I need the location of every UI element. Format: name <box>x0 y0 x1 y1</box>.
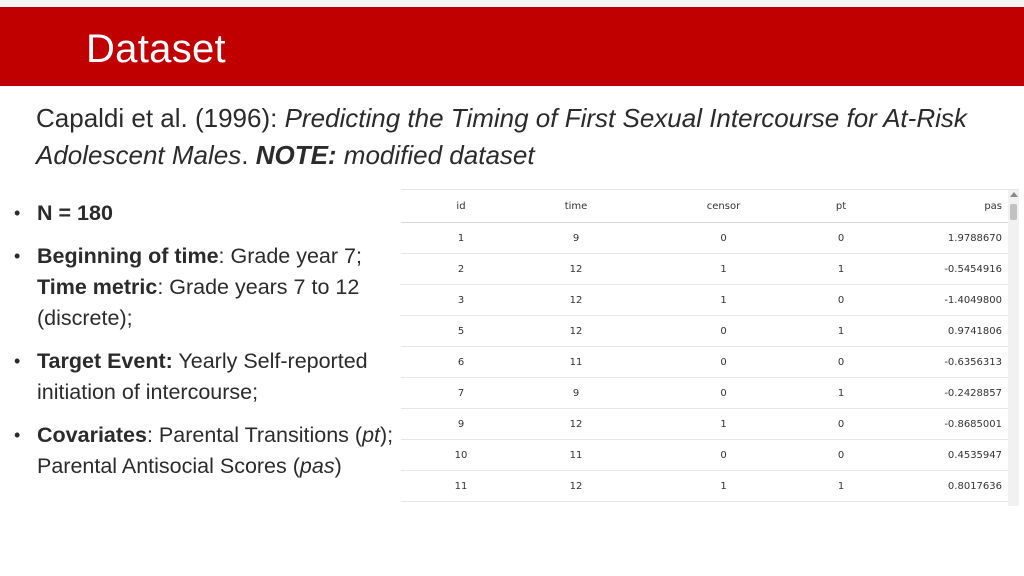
citation-text: Capaldi et al. (1996): Predicting the Ti… <box>36 100 996 174</box>
cell-censor: 0 <box>631 377 816 409</box>
cell-censor: 0 <box>631 222 816 254</box>
cell-id: 2 <box>401 253 521 285</box>
covariates-text-1: : Parental Transitions ( <box>146 423 363 447</box>
bullet-covariates: • Covariates: Parental Transitions (pt);… <box>14 420 404 482</box>
cell-id: 5 <box>401 315 521 347</box>
cell-pas: -1.4049800 <box>866 284 1008 316</box>
cell-time: 12 <box>521 284 631 316</box>
cell-pt: 1 <box>816 315 866 347</box>
covariates-text-2: ); Parental Antisocial Scores ( <box>37 423 394 478</box>
header-pas[interactable]: pas <box>866 190 1008 223</box>
cell-censor: 1 <box>631 253 816 285</box>
cell-id: 1 <box>401 222 521 254</box>
bullet-list: • N = 180 • Beginning of time: Grade yea… <box>14 198 404 494</box>
cell-pas: -0.6356313 <box>866 346 1008 378</box>
sample-size: N = 180 <box>37 201 113 225</box>
cell-time: 9 <box>521 222 631 254</box>
time-metric-label: Time metric <box>37 275 158 299</box>
time-begin-label: Beginning of time <box>37 244 219 268</box>
cell-id: 6 <box>401 346 521 378</box>
cell-censor: 0 <box>631 439 816 471</box>
covariate-pt: pt <box>362 423 380 447</box>
table-row: 6 11 0 0 -0.6356313 <box>401 346 1008 378</box>
citation-authors: Capaldi et al. (1996): <box>36 103 285 133</box>
cell-pt: 0 <box>816 222 866 254</box>
cell-censor: 1 <box>631 284 816 316</box>
cell-pas: 0.8017636 <box>866 470 1008 502</box>
bullet-dot-icon: • <box>14 246 21 266</box>
target-event-text: Yearly Self-reported initiation of inter… <box>37 349 368 404</box>
header-time[interactable]: time <box>521 190 631 223</box>
slide-title: Dataset <box>86 27 226 71</box>
scroll-up-arrow-icon[interactable] <box>1010 192 1018 197</box>
target-event-label: Target Event: <box>37 349 173 373</box>
citation-title: Predicting the Timing of First Sexual In… <box>36 103 967 170</box>
cell-censor: 1 <box>631 408 816 440</box>
cell-time: 12 <box>521 253 631 285</box>
cell-time: 9 <box>521 377 631 409</box>
data-table-panel[interactable]: id time censor pt pas 1 9 0 0 1.9788670 … <box>401 189 1019 506</box>
header-pt[interactable]: pt <box>816 190 866 223</box>
cell-pas: -0.2428857 <box>866 377 1008 409</box>
cell-censor: 1 <box>631 470 816 502</box>
cell-time: 11 <box>521 439 631 471</box>
scroll-thumb[interactable] <box>1010 204 1017 220</box>
cell-pas: -0.8685001 <box>866 408 1008 440</box>
cell-pt: 0 <box>816 439 866 471</box>
cell-time: 11 <box>521 346 631 378</box>
cell-time: 12 <box>521 408 631 440</box>
cell-pt: 1 <box>816 470 866 502</box>
covariates-text-3: ) <box>334 454 342 478</box>
bullet-dot-icon: • <box>14 425 21 445</box>
cell-pas: -0.5454916 <box>866 253 1008 285</box>
time-begin-text: : Grade year 7; <box>218 244 362 268</box>
header-id[interactable]: id <box>401 190 521 223</box>
table-row: 11 12 1 1 0.8017636 <box>401 470 1008 502</box>
covariates-label: Covariates <box>37 423 147 447</box>
cell-id: 10 <box>401 439 521 471</box>
cell-id: 3 <box>401 284 521 316</box>
bullet-target: • Target Event: Yearly Self-reported ini… <box>14 346 404 408</box>
bullet-time: • Beginning of time: Grade year 7; Time … <box>14 241 404 334</box>
bullet-dot-icon: • <box>14 351 21 371</box>
cell-pas: 0.9741806 <box>866 315 1008 347</box>
note-label: NOTE: <box>255 140 337 170</box>
citation-separator: . <box>241 140 256 170</box>
covariate-pas: pas <box>299 454 335 478</box>
table-header-row: id time censor pt pas <box>401 190 1008 223</box>
cell-censor: 0 <box>631 315 816 347</box>
cell-pt: 1 <box>816 377 866 409</box>
time-metric-text: : Grade years 7 to 12 (discrete); <box>37 275 360 330</box>
cell-pas: 1.9788670 <box>866 222 1008 254</box>
bullet-n: • N = 180 <box>14 198 404 229</box>
cell-censor: 0 <box>631 346 816 378</box>
vertical-scrollbar[interactable] <box>1008 190 1019 506</box>
cell-time: 12 <box>521 470 631 502</box>
table-row: 5 12 0 1 0.9741806 <box>401 315 1008 347</box>
cell-pt: 1 <box>816 253 866 285</box>
table-row: 3 12 1 0 -1.4049800 <box>401 284 1008 316</box>
cell-id: 9 <box>401 408 521 440</box>
table-row: 7 9 0 1 -0.2428857 <box>401 377 1008 409</box>
cell-id: 7 <box>401 377 521 409</box>
cell-id: 11 <box>401 470 521 502</box>
table-row: 9 12 1 0 -0.8685001 <box>401 408 1008 440</box>
cell-pt: 0 <box>816 346 866 378</box>
data-table: id time censor pt pas 1 9 0 0 1.9788670 … <box>401 190 1008 502</box>
top-edge <box>0 0 1024 7</box>
table-row: 2 12 1 1 -0.5454916 <box>401 253 1008 285</box>
cell-time: 12 <box>521 315 631 347</box>
bullet-dot-icon: • <box>14 203 21 223</box>
cell-pas: 0.4535947 <box>866 439 1008 471</box>
note-text: modified dataset <box>336 140 535 170</box>
title-banner: Dataset <box>0 7 1024 86</box>
header-censor[interactable]: censor <box>631 190 816 223</box>
cell-pt: 0 <box>816 284 866 316</box>
cell-pt: 0 <box>816 408 866 440</box>
table-row: 1 9 0 0 1.9788670 <box>401 222 1008 254</box>
table-row: 10 11 0 0 0.4535947 <box>401 439 1008 471</box>
